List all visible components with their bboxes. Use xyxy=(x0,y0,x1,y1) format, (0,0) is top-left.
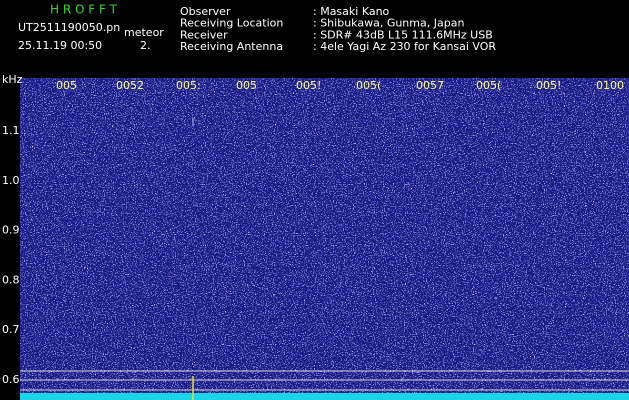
x-label: 005( xyxy=(356,79,381,92)
info-value: : Masaki Kano xyxy=(313,5,390,18)
timestamp: 25.11.19 00:50 xyxy=(18,39,102,52)
info-value: : 4ele Yagi Az 230 for Kansai VOR xyxy=(313,40,496,53)
x-label: 0052 xyxy=(116,79,144,92)
y-label: 0.6 xyxy=(2,373,20,386)
x-label: 005 xyxy=(56,79,77,92)
y-unit: kHz xyxy=(2,73,23,86)
y-label: 1.0 xyxy=(2,174,20,187)
signal-trace xyxy=(20,393,629,400)
info-label: Observer xyxy=(180,5,231,18)
tag: meteor xyxy=(124,26,164,39)
x-label: 005 xyxy=(236,79,257,92)
x-label: 0057 xyxy=(416,79,444,92)
header-bg xyxy=(0,0,629,78)
file-name: UT2511190050.pn xyxy=(18,21,120,34)
y-label: 1.1 xyxy=(2,124,20,137)
info-label: Receiving Antenna xyxy=(180,40,283,53)
spectrogram-dots xyxy=(20,78,629,400)
x-label: 005! xyxy=(296,79,321,92)
info-value: : SDR# 43dB L15 111.6MHz USB xyxy=(313,28,493,41)
x-label: 0100 xyxy=(596,79,624,92)
mode: 2. xyxy=(140,39,151,52)
info-label: Receiver xyxy=(180,28,228,41)
x-label: 005! xyxy=(536,79,561,92)
y-label: 0.9 xyxy=(2,224,20,237)
y-label: 0.8 xyxy=(2,273,20,286)
y-label: 0.7 xyxy=(2,323,20,336)
info-label: Receiving Location xyxy=(180,17,283,30)
x-label: 005( xyxy=(476,79,501,92)
app-name: H R O F F T xyxy=(50,3,118,17)
info-value: : Shibukawa, Gunma, Japan xyxy=(313,17,464,30)
x-label: 005: xyxy=(176,79,201,92)
